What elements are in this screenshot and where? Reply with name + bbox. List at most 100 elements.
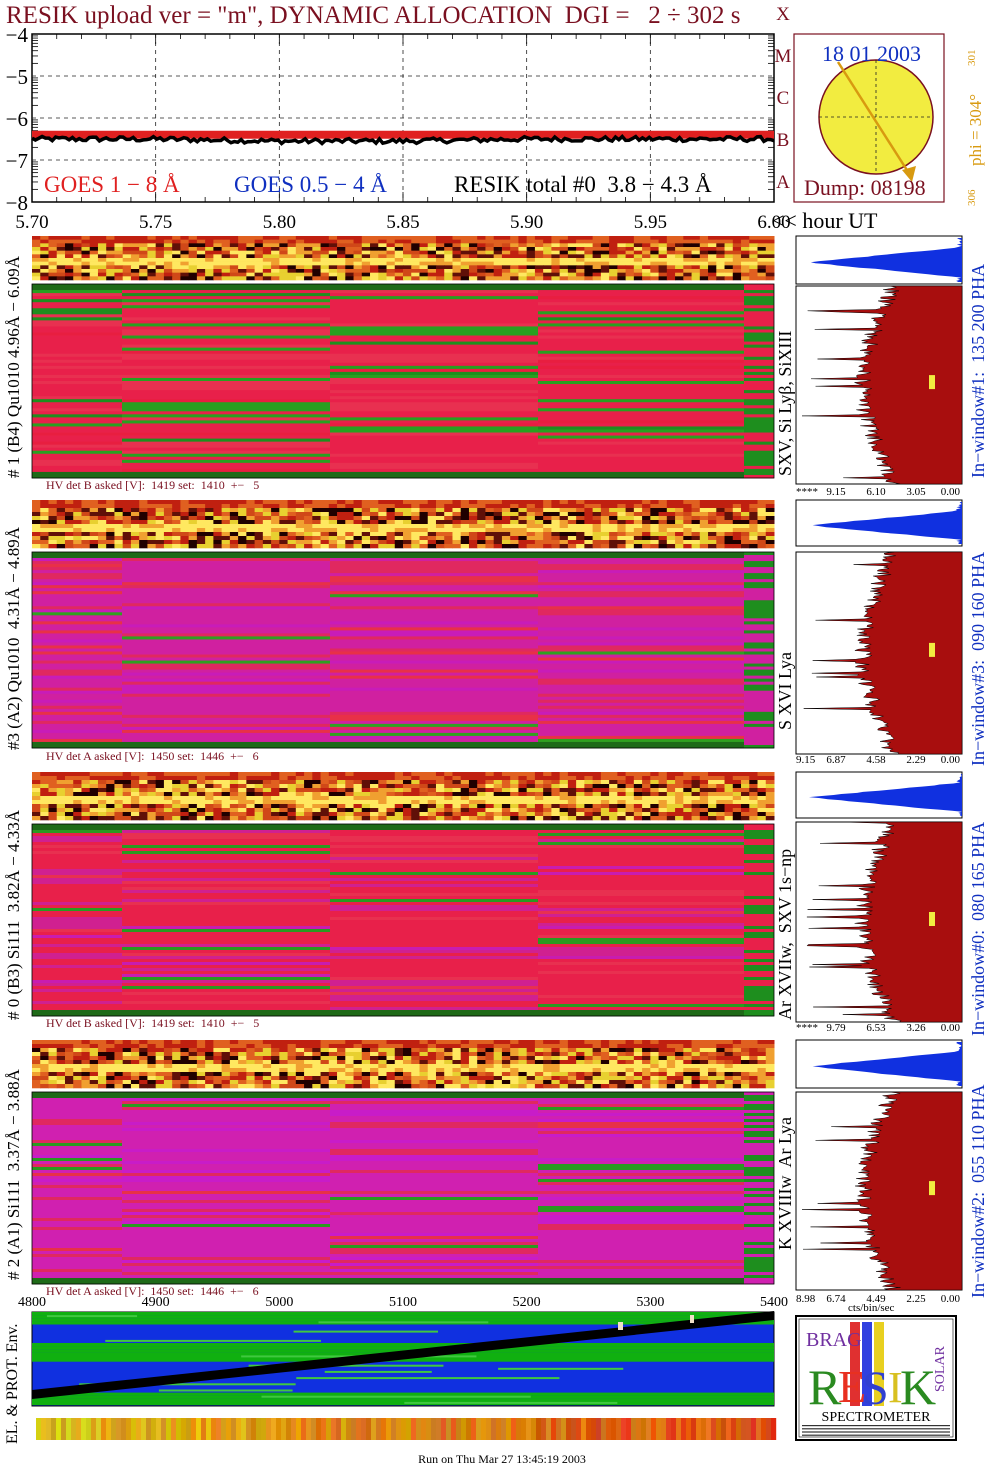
heat-cell (403, 500, 412, 505)
spectrum-row (538, 405, 744, 409)
spectrum-row (32, 332, 122, 336)
heat-cell (724, 772, 734, 777)
heat-cell (435, 524, 445, 529)
heat-cell (452, 528, 462, 533)
spectrum-row (744, 456, 774, 461)
heat-cell (741, 1060, 750, 1065)
heat-cell (370, 250, 379, 255)
heat-cell (551, 258, 561, 262)
heat-cell (477, 544, 486, 549)
heat-cell (40, 544, 49, 549)
heat-cell (295, 532, 305, 537)
spectrum-row (538, 681, 744, 686)
heat-cell (213, 544, 223, 549)
heat-cell (361, 276, 371, 281)
heat-cell (386, 780, 396, 785)
spectrum-row (122, 311, 330, 315)
spectrum-row (538, 567, 744, 571)
heat-cell (716, 812, 726, 817)
heat-cell (732, 512, 742, 517)
heat-cell (353, 516, 363, 521)
heat-cell (452, 544, 462, 549)
heat-cell (97, 500, 107, 505)
heat-cell (708, 772, 717, 777)
heat-cell (452, 1048, 462, 1053)
spectrum-row (744, 597, 774, 601)
spectrum-row (330, 362, 538, 367)
heat-cell (625, 269, 635, 273)
heat-cell (650, 236, 660, 240)
heat-cell (48, 1064, 58, 1069)
heat-cell (435, 512, 445, 517)
heat-cell (304, 504, 313, 509)
heat-cell (724, 532, 734, 537)
heat-cell (287, 776, 297, 781)
heat-cell (221, 784, 231, 789)
heat-cell (48, 265, 58, 270)
spectrum-row (538, 738, 744, 743)
heat-cell (501, 247, 511, 251)
heat-cell (221, 524, 231, 529)
heat-cell (114, 272, 124, 277)
heat-cell (279, 808, 289, 813)
heat-cell (254, 1040, 264, 1045)
spectrum-row (744, 944, 774, 948)
heat-cell (106, 540, 115, 545)
heat-cell (411, 254, 420, 259)
heat-cell (312, 250, 322, 255)
heat-cell (328, 816, 338, 821)
heat-cell (716, 512, 726, 517)
heat-cell (246, 516, 256, 521)
spectrum-row (744, 399, 774, 403)
heat-cell (551, 1048, 561, 1053)
heat-cell (567, 265, 577, 270)
spectrum-row (122, 836, 330, 840)
heat-cell (394, 500, 404, 505)
heat-cell (56, 265, 66, 270)
spectrum-row (122, 1007, 330, 1011)
heat-cell (122, 1064, 132, 1069)
spectrum-row (744, 387, 774, 391)
heat-cell (279, 272, 289, 277)
heat-cell (642, 524, 651, 529)
heat-cell (543, 1040, 552, 1045)
heat-cell (279, 788, 289, 793)
heat-cell (576, 520, 585, 525)
heat-cell (708, 776, 717, 781)
heat-cell (501, 261, 511, 266)
heat-cell (683, 236, 693, 240)
heat-cell (271, 808, 280, 813)
spectrum-row (32, 579, 122, 583)
spectrum-row (538, 305, 744, 309)
heat-cell (287, 276, 297, 281)
spectrum-row (330, 456, 538, 461)
heat-cell (40, 508, 49, 513)
heat-cell (666, 804, 676, 809)
heat-cell (683, 276, 693, 281)
profile-tick-1: 9.79 (826, 1022, 846, 1034)
heat-cell (477, 788, 486, 793)
spectrum-row (122, 729, 330, 734)
heat-cell (584, 804, 594, 809)
heat-cell (444, 508, 453, 513)
heat-cell (394, 780, 404, 785)
spectrum-row (330, 687, 538, 692)
heat-cell (254, 520, 264, 525)
heat-cell (254, 1044, 264, 1049)
heat-cell (155, 269, 165, 273)
spectrum-row (32, 833, 122, 837)
heat-cell (403, 536, 412, 541)
heat-cell (196, 520, 206, 525)
heat-cell (534, 540, 544, 545)
heat-cell (650, 1056, 660, 1061)
heat-cell (89, 236, 99, 240)
heat-cell (411, 816, 420, 821)
heat-cell (567, 804, 577, 809)
heat-cell (518, 808, 528, 813)
heat-cell (468, 512, 478, 517)
heat-cell (716, 265, 726, 270)
heat-cell (155, 504, 165, 509)
heat-cell (485, 544, 495, 549)
heat-cell (361, 247, 371, 251)
heat-cell (716, 804, 726, 809)
